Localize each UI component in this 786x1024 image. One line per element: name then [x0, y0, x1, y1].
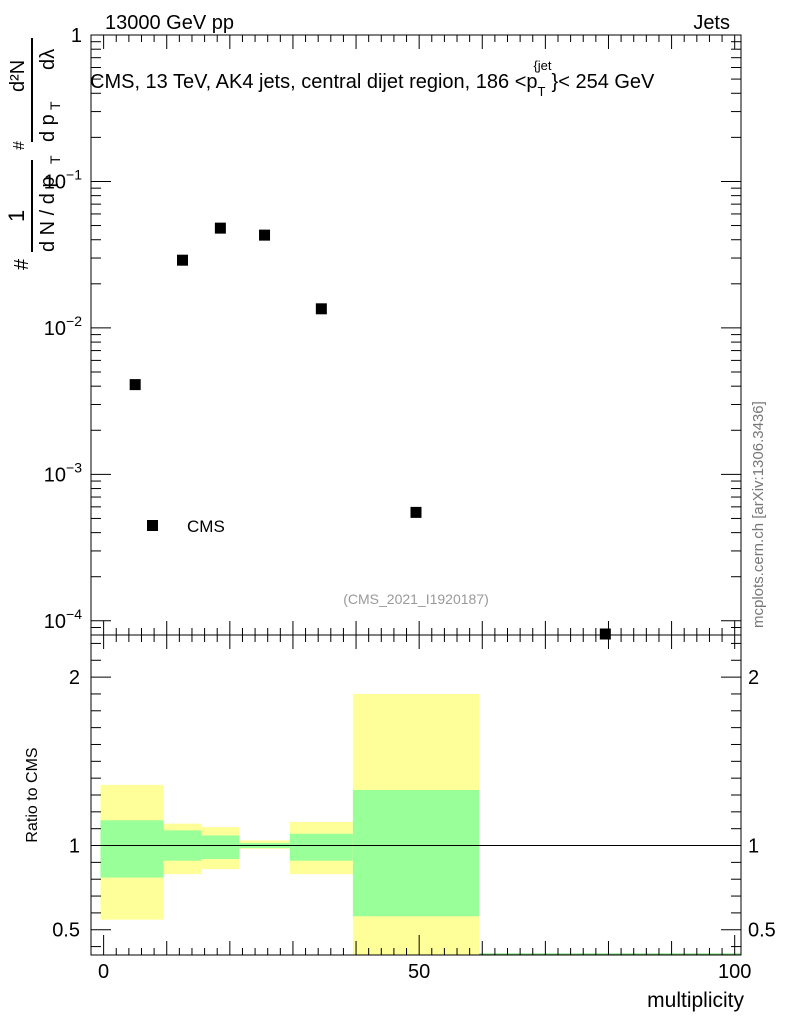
ylabel-hash: # [11, 258, 33, 270]
y-tick-label: 10−2 [44, 313, 82, 340]
ylabel-one: 1 [4, 210, 29, 222]
data-markers [129, 222, 611, 640]
ratio-y-tick-label-right: 2 [748, 667, 759, 689]
top-plot-frame [90, 34, 742, 636]
ylabel-numerator-den: d p [37, 114, 59, 142]
ratio-ylabel: Ratio to CMS [24, 747, 41, 842]
analysis-watermark: (CMS_2021_I1920187) [343, 591, 489, 607]
top-ylabel: # 1 d N / d p T # d²N d p T dλ [4, 38, 63, 270]
title-main: CMS, 13 TeV, AK4 jets, central dijet reg… [90, 71, 538, 93]
y-tick-label: 10−3 [44, 459, 82, 486]
x-tick-label: 0 [98, 961, 109, 983]
x-tick-label: 100 [718, 961, 751, 983]
chart-title: CMS, 13 TeV, AK4 jets, central dijet reg… [90, 58, 655, 99]
legend-marker [147, 520, 158, 531]
data-point [259, 229, 271, 241]
data-point [599, 628, 611, 640]
top-y-tick-labels: 1 10−1 10−2 10−3 10−4 [44, 25, 82, 633]
ratio-bands [100, 693, 741, 955]
data-point [315, 303, 327, 315]
ratio-y-tick-label-right: 0.5 [748, 920, 776, 942]
ylabel-dlambda: dλ [37, 49, 59, 70]
ratio-y-tick-label: 0.5 [52, 920, 80, 942]
data-point [129, 379, 141, 391]
stat-uncertainty-band [289, 833, 353, 861]
title-sup: {jet [533, 58, 551, 73]
ylabel-denominator: d N / d p [37, 176, 59, 252]
ratio-y-tick-label: 2 [69, 667, 80, 689]
energy-label: 13000 GeV pp [105, 12, 234, 34]
mcplots-side-label: mcplots.cern.ch [arXiv:1306.3436] [750, 401, 767, 628]
y-tick-label: 10−1 [44, 166, 82, 193]
data-point [177, 254, 189, 266]
stat-uncertainty-band [352, 789, 480, 917]
data-point [214, 222, 226, 234]
legend-label: CMS [187, 517, 225, 536]
ylabel-hash-2: # [11, 141, 28, 150]
ratio-tick-labels: 0.5 0.5 1 1 2 2 0 50 100 [52, 667, 776, 983]
ylabel-denominator-sub: T [47, 155, 63, 164]
ylabel-numerator-den-sub: T [47, 101, 63, 110]
y-tick-label: 1 [71, 25, 82, 47]
title-tail: }< 254 GeV [552, 71, 656, 93]
top-axis-ticks [91, 34, 741, 636]
jets-label: Jets [693, 12, 730, 34]
stat-uncertainty-band [100, 820, 164, 878]
data-point [410, 506, 422, 518]
ratio-y-tick-label: 1 [69, 836, 80, 858]
ratio-axis-ticks [91, 635, 741, 955]
x-axis-label: multiplicity [647, 989, 744, 1012]
y-tick-label: 10−4 [44, 606, 82, 633]
ylabel-numerator: d²N [7, 60, 29, 92]
title-sub: T [538, 84, 546, 99]
x-tick-label: 50 [408, 961, 430, 983]
ratio-y-tick-label-right: 1 [748, 836, 759, 858]
stat-uncertainty-band [201, 835, 240, 859]
